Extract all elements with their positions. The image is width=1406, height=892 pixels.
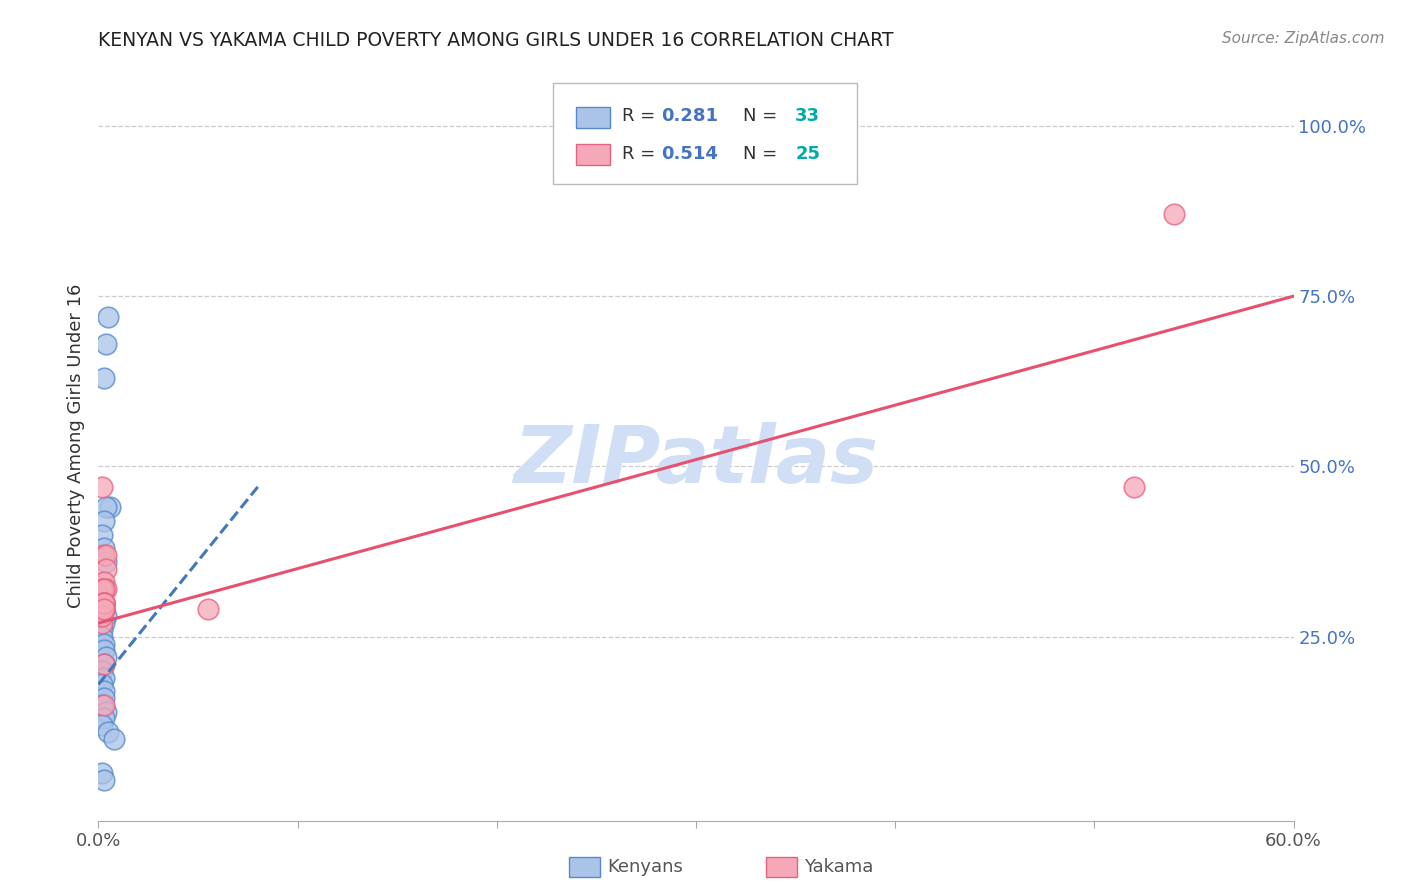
Point	[93, 602, 115, 616]
Point	[93, 616, 115, 631]
Text: Yakama: Yakama	[804, 858, 873, 876]
Point	[91, 616, 114, 631]
Point	[91, 766, 114, 780]
Point	[91, 602, 114, 616]
Point	[93, 643, 115, 657]
Point	[91, 609, 114, 624]
Point	[96, 548, 118, 562]
Point	[96, 582, 118, 596]
Point	[93, 596, 115, 610]
Text: R =: R =	[621, 145, 661, 162]
Point	[93, 602, 115, 616]
Point	[96, 609, 118, 624]
Point	[91, 596, 114, 610]
Point	[91, 630, 114, 644]
Text: 0.281: 0.281	[661, 107, 718, 125]
Point	[96, 555, 118, 569]
Point	[91, 527, 114, 541]
Point	[93, 691, 115, 706]
Point	[93, 671, 115, 685]
Text: Kenyans: Kenyans	[607, 858, 683, 876]
Point	[93, 596, 115, 610]
Point	[93, 596, 115, 610]
Point	[97, 310, 120, 324]
Point	[93, 772, 115, 787]
Point	[97, 725, 120, 739]
Point	[93, 596, 115, 610]
FancyBboxPatch shape	[576, 144, 610, 165]
Point	[103, 731, 125, 746]
Point	[93, 602, 115, 616]
Text: 0.514: 0.514	[661, 145, 718, 162]
Point	[96, 336, 118, 351]
Text: N =: N =	[720, 107, 783, 125]
Point	[93, 698, 115, 712]
Point	[91, 677, 114, 691]
FancyBboxPatch shape	[553, 83, 858, 184]
Point	[98, 500, 122, 515]
Point	[96, 705, 118, 719]
Point	[91, 698, 114, 712]
Point	[1123, 480, 1146, 494]
Point	[93, 575, 115, 590]
Point	[96, 500, 118, 515]
Point	[93, 514, 115, 528]
Point	[93, 582, 115, 596]
Text: 33: 33	[796, 107, 820, 125]
Text: R =: R =	[621, 107, 661, 125]
Point	[93, 582, 115, 596]
Point	[96, 650, 118, 665]
Point	[93, 602, 115, 616]
Point	[93, 657, 115, 671]
Point	[1163, 207, 1185, 221]
Text: 25: 25	[796, 145, 820, 162]
Text: ZIPatlas: ZIPatlas	[513, 422, 879, 500]
Point	[93, 636, 115, 650]
Point	[91, 664, 114, 678]
FancyBboxPatch shape	[576, 106, 610, 128]
Point	[91, 623, 114, 637]
Point	[93, 711, 115, 725]
Point	[93, 657, 115, 671]
Point	[93, 371, 115, 385]
Text: KENYAN VS YAKAMA CHILD POVERTY AMONG GIRLS UNDER 16 CORRELATION CHART: KENYAN VS YAKAMA CHILD POVERTY AMONG GIR…	[98, 31, 894, 50]
Point	[93, 596, 115, 610]
Point	[91, 582, 114, 596]
Point	[91, 718, 114, 732]
Text: N =: N =	[720, 145, 783, 162]
Point	[91, 480, 114, 494]
Point	[96, 561, 118, 575]
Point	[93, 541, 115, 556]
Y-axis label: Child Poverty Among Girls Under 16: Child Poverty Among Girls Under 16	[66, 284, 84, 608]
Point	[93, 548, 115, 562]
Point	[93, 684, 115, 698]
Text: Source: ZipAtlas.com: Source: ZipAtlas.com	[1222, 31, 1385, 46]
Point	[197, 602, 219, 616]
Point	[93, 596, 115, 610]
